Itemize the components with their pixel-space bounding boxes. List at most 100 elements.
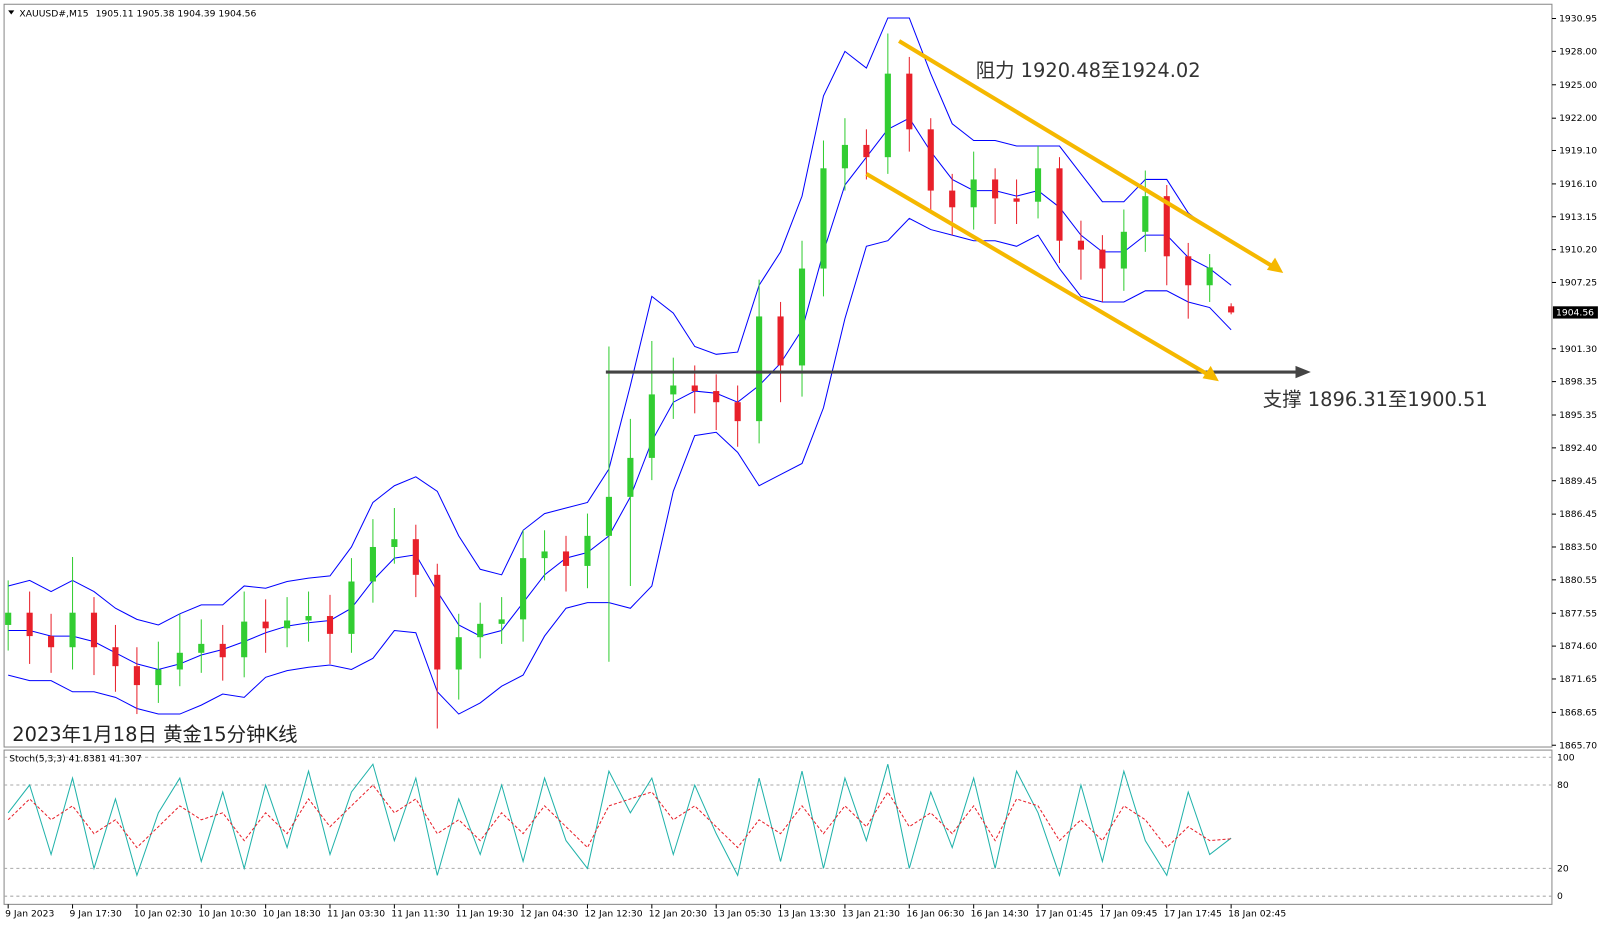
arrow-head <box>1295 365 1311 379</box>
annotation: 支撑 1896.31至1900.51 <box>1263 388 1488 411</box>
candle-body <box>112 647 119 667</box>
candle-body <box>241 621 248 658</box>
x-tick-label: 11 Jan 11:30 <box>391 909 449 920</box>
candle-body <box>26 612 33 637</box>
candle-body <box>1163 196 1170 257</box>
candle-body <box>1013 198 1020 202</box>
x-tick-label: 18 Jan 02:45 <box>1228 909 1286 920</box>
candle-body <box>777 316 784 366</box>
y-tick-label: 1883.50 <box>1559 542 1597 553</box>
candle-body <box>262 621 269 629</box>
symbol: XAUUSD#,M15 <box>19 9 88 20</box>
y-tick-label: 1901.30 <box>1559 344 1597 355</box>
y-tick-label: 1898.35 <box>1559 377 1597 388</box>
candle-body <box>734 402 741 422</box>
candle-body <box>906 73 913 130</box>
arrow-head <box>1202 365 1219 382</box>
candle-body <box>434 574 441 670</box>
price-marker-label: 1904.56 <box>1556 307 1594 318</box>
candle-body <box>992 179 999 199</box>
y-tick-label: 1919.10 <box>1559 146 1597 157</box>
y-tick-label: 1930.95 <box>1559 14 1597 25</box>
y-tick-label: 1871.65 <box>1559 674 1597 685</box>
candle-body <box>198 643 205 653</box>
candle-body <box>541 551 548 559</box>
candle-body <box>670 385 677 395</box>
candle-body <box>1185 256 1192 286</box>
arrow-head <box>1266 257 1284 273</box>
symbol-header: XAUUSD#,M15 1905.11 1905.38 1904.39 1904… <box>19 9 256 20</box>
x-tick-label: 17 Jan 17:45 <box>1164 909 1222 920</box>
candle-body <box>176 652 183 670</box>
candle-body <box>798 268 806 366</box>
header-high: 1905.38 <box>137 9 175 20</box>
y-tick-label: 1868.65 <box>1559 707 1597 718</box>
stoch-k: 41.8381 <box>69 753 107 764</box>
y-tick-label: 20 <box>1557 863 1569 874</box>
candle-body <box>841 144 848 169</box>
candle-body <box>219 643 226 658</box>
y-tick-label: 1922.00 <box>1559 113 1597 124</box>
y-tick-label: 1877.55 <box>1559 608 1597 619</box>
x-tick-label: 9 Jan 2023 <box>5 909 54 920</box>
y-tick-label: 1880.55 <box>1559 575 1597 586</box>
x-tick-label: 12 Jan 20:30 <box>649 909 707 920</box>
candle-body <box>562 551 570 566</box>
price-marker <box>1552 306 1598 319</box>
candle-body <box>69 612 76 648</box>
candle-body <box>1120 231 1127 269</box>
candle-body <box>1099 249 1106 269</box>
band-line <box>8 17 1232 626</box>
candle-body <box>369 546 376 582</box>
candle-body <box>648 394 655 458</box>
stoch-line <box>7 784 1232 849</box>
candle-body <box>949 190 956 208</box>
y-tick-label: 1895.35 <box>1559 410 1597 421</box>
x-tick-label: 17 Jan 01:45 <box>1035 909 1093 920</box>
candle-body <box>455 637 462 670</box>
y-tick-label: 100 <box>1557 752 1575 763</box>
y-tick-label: 1907.25 <box>1559 278 1597 289</box>
candle-body <box>1206 267 1213 286</box>
candle-body <box>326 616 334 634</box>
x-tick-label: 10 Jan 02:30 <box>134 909 192 920</box>
band-line <box>8 217 1232 715</box>
x-tick-label: 12 Jan 12:30 <box>584 909 642 920</box>
candle-body <box>820 168 827 269</box>
candle-body <box>48 636 55 648</box>
candle-body <box>5 612 12 625</box>
candle-body <box>133 666 140 686</box>
candle-body <box>927 129 934 191</box>
menu-triangle <box>8 10 15 15</box>
y-tick-label: 0 <box>1557 891 1563 902</box>
y-tick-label: 1886.45 <box>1559 509 1597 520</box>
x-tick-label: 12 Jan 04:30 <box>520 909 578 920</box>
candle-body <box>584 535 591 566</box>
y-tick-label: 1925.00 <box>1559 80 1597 91</box>
plot-area: 1930.95 1928.00 1925.00 1922.00 1919.10 1916.… <box>4 14 1598 920</box>
header-close: 1904.56 <box>218 9 256 20</box>
candle-body <box>498 619 505 624</box>
candle-body <box>970 179 977 208</box>
x-tick-label: 16 Jan 14:30 <box>971 909 1029 920</box>
y-tick-label: 1910.20 <box>1559 245 1597 256</box>
y-tick-label: 80 <box>1557 780 1569 791</box>
candle-body <box>1056 168 1063 241</box>
candle-body <box>477 623 484 638</box>
channel-upper <box>898 39 1277 270</box>
candle-body <box>90 612 98 648</box>
candle-body <box>605 496 612 536</box>
x-tick-label: 13 Jan 13:30 <box>778 909 836 920</box>
candle-body <box>627 457 634 497</box>
candle-body <box>305 616 312 621</box>
y-tick-label: 1889.45 <box>1559 476 1597 487</box>
stoch-panel <box>3 749 1553 905</box>
candle-body <box>284 620 291 629</box>
annotation: 阻力 1920.48至1924.02 <box>976 59 1201 82</box>
y-tick-label: 1913.15 <box>1559 212 1597 223</box>
band-line <box>8 117 1232 671</box>
y-tick-label: 1916.10 <box>1559 179 1597 190</box>
candle-body <box>1142 196 1149 232</box>
candle-body <box>155 669 162 686</box>
